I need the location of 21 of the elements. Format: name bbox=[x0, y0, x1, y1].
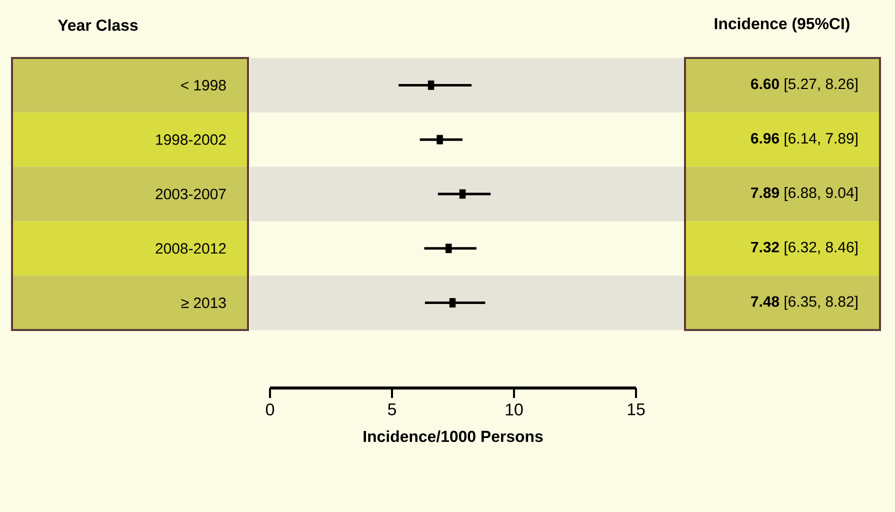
data-label: 6.96 [6.14, 7.89] bbox=[751, 132, 858, 147]
data-label: 6.60 [5.27, 8.26] bbox=[751, 78, 858, 92]
data-label: 7.48 [6.35, 8.82] bbox=[751, 296, 858, 310]
y-axis-title: Year Class bbox=[58, 19, 138, 31]
point bbox=[428, 80, 434, 90]
y-tick-label: ≥ 2013 bbox=[181, 298, 226, 308]
data-label: 7.32 [6.32, 8.46] bbox=[751, 241, 858, 256]
point bbox=[459, 189, 466, 199]
x-tick-label: 0 bbox=[266, 404, 274, 416]
y-tick-label: 2003-2007 bbox=[156, 188, 226, 200]
data-label: 7.89 [6.88, 9.04] bbox=[751, 187, 858, 201]
x-tick-label: 5 bbox=[388, 404, 396, 416]
x-axis-title: Incidence/1000 Persons bbox=[364, 430, 543, 442]
y-tick-label: < 1998 bbox=[181, 80, 226, 90]
x-tick-label: 10 bbox=[506, 404, 523, 416]
y-tick-label: 2008-2012 bbox=[156, 243, 226, 254]
point bbox=[445, 244, 452, 254]
y-tick-label: 1998-2002 bbox=[156, 134, 226, 145]
point bbox=[449, 298, 456, 308]
x-tick-label: 15 bbox=[628, 404, 645, 416]
y2-axis-title: Incidence (95%CI) bbox=[714, 18, 850, 32]
